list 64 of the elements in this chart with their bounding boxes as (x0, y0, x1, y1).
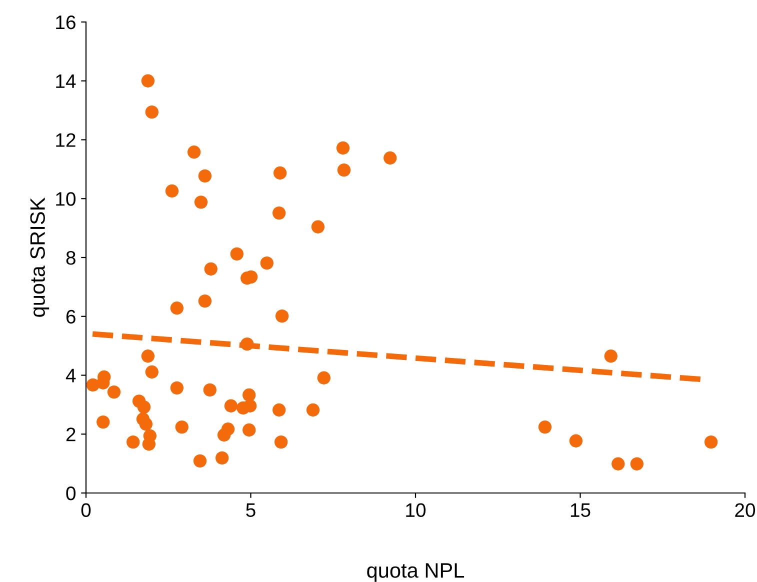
point (141, 350, 155, 363)
x-tick-label: 10 (406, 503, 426, 518)
y-tick-label: 10 (56, 192, 76, 206)
point (193, 454, 207, 468)
point (107, 385, 121, 399)
point (612, 457, 625, 470)
x-tick-label: 15 (570, 503, 590, 518)
y-tick-label: 8 (66, 250, 76, 265)
y-tick-label: 16 (56, 15, 76, 30)
y-tick-label: 0 (66, 486, 76, 500)
point (242, 388, 256, 402)
point (275, 309, 289, 323)
point (142, 438, 156, 451)
point (203, 383, 216, 397)
point (204, 262, 218, 276)
point (272, 403, 286, 417)
point (139, 418, 153, 431)
point (145, 365, 158, 379)
point (141, 74, 155, 88)
y-tick-label: 14 (56, 74, 76, 88)
x-axis-title: quota NPL (367, 563, 464, 582)
point (630, 457, 644, 470)
point (96, 415, 110, 429)
point (145, 105, 158, 119)
point (230, 247, 244, 261)
point (273, 166, 287, 180)
point (244, 399, 257, 412)
point (175, 420, 188, 434)
point (337, 163, 351, 177)
x-tick-label: 0 (81, 503, 91, 518)
point (165, 184, 179, 198)
point (569, 434, 583, 448)
point (137, 400, 151, 414)
y-tick-label: 6 (66, 310, 76, 324)
point (704, 435, 718, 449)
point (215, 451, 229, 465)
point (170, 302, 184, 315)
point (194, 196, 208, 209)
point (538, 420, 552, 434)
y-tick-label: 4 (66, 368, 76, 382)
point (336, 141, 350, 155)
y-axis-title: quota SRISK (30, 198, 50, 317)
point (274, 435, 288, 449)
point (240, 337, 254, 351)
point (86, 378, 100, 392)
x-tick-label: 20 (735, 503, 756, 518)
point (311, 220, 325, 234)
point (306, 403, 320, 417)
point (242, 423, 256, 437)
point (198, 169, 212, 183)
point (198, 294, 212, 308)
point (224, 399, 238, 412)
y-tick-label: 2 (66, 428, 76, 442)
point (604, 350, 618, 363)
point (272, 206, 286, 220)
point (126, 435, 140, 449)
point (384, 151, 397, 165)
point (317, 371, 330, 384)
x-tick-label: 5 (246, 503, 256, 518)
point (217, 428, 231, 442)
point (170, 381, 184, 394)
y-tick-label: 12 (56, 133, 76, 147)
point (187, 146, 201, 159)
point (260, 256, 274, 270)
